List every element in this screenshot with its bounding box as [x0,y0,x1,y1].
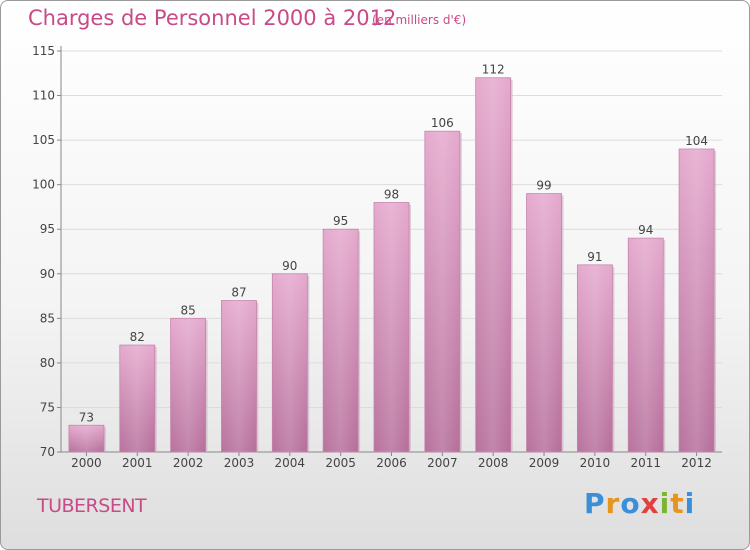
value-labels: 73 82 85 87 90 95 98 106 112 99 91 94 104 [79,63,708,425]
bar-highlight [272,273,308,452]
bar-highlight [221,300,257,452]
data-label: 94 [638,223,653,237]
data-label: 90 [282,259,297,273]
logo-letter: o [620,487,641,520]
bar-highlight [119,345,155,452]
x-tick-label: 2004 [275,456,306,470]
bar-highlight [475,77,511,452]
logo-letter: i [684,487,696,520]
chart-subtitle: (en milliers d'€) [372,13,467,27]
x-tick-label: 2000 [71,456,102,470]
logo-letter: P [584,487,606,520]
bar-highlight [374,202,409,452]
y-tick-label: 95 [40,222,55,236]
y-tick-label: 90 [40,267,55,281]
bar-highlight [679,149,715,452]
data-label: 95 [333,214,348,228]
y-tick-labels: 70 75 80 85 90 95 100 105 110 115 [32,44,55,459]
bars [68,77,717,453]
x-tick-label: 2006 [376,456,407,470]
bar-highlight [526,193,562,453]
logo-letter: i [659,487,671,520]
y-tick-label: 75 [40,400,55,414]
bar-highlight [170,318,206,452]
y-tick-label: 110 [32,89,55,103]
logo-letter: t [670,487,685,520]
data-label: 106 [431,116,454,130]
town-name: TUBERSENT [37,495,147,517]
x-tick-label: 2002 [173,456,204,470]
data-label: 98 [384,187,399,201]
data-label: 104 [685,134,708,148]
bar-highlight [68,425,104,452]
x-tick-label: 2012 [681,456,712,470]
proxiti-logo[interactable]: Proxiti [584,487,695,520]
y-tick-label: 100 [32,178,55,192]
bar-highlight [424,131,460,452]
x-tick-label: 2001 [122,456,153,470]
data-label: 85 [180,303,195,317]
data-label: 82 [130,330,145,344]
y-tick-label: 80 [40,356,55,370]
x-tick-label: 2007 [427,456,458,470]
x-tick-label: 2011 [630,456,661,470]
y-tick-label: 70 [40,445,55,459]
data-label: 73 [79,410,94,424]
x-tick-label: 2009 [529,456,560,470]
y-tick-label: 85 [40,311,55,325]
bar-highlight [628,238,664,452]
y-tick-label: 105 [32,133,55,147]
chart-title: Charges de Personnel 2000 à 2012 [28,6,397,30]
x-tick-labels: 2000 2001 2002 2003 2004 2005 2006 2007 2008 2009… [71,456,712,470]
data-label: 112 [482,63,505,77]
y-tick-label: 115 [32,44,55,58]
data-label: 99 [536,179,551,193]
data-label: 87 [231,286,246,300]
x-tick-label: 2008 [478,456,509,470]
logo-letter: x [640,487,660,520]
x-tick-label: 2003 [224,456,255,470]
bar-highlight [323,229,359,452]
logo-letter: r [605,487,621,520]
x-tick-label: 2005 [325,456,356,470]
bar-highlight [577,264,613,452]
data-label: 91 [587,250,602,264]
x-tick-label: 2010 [580,456,611,470]
